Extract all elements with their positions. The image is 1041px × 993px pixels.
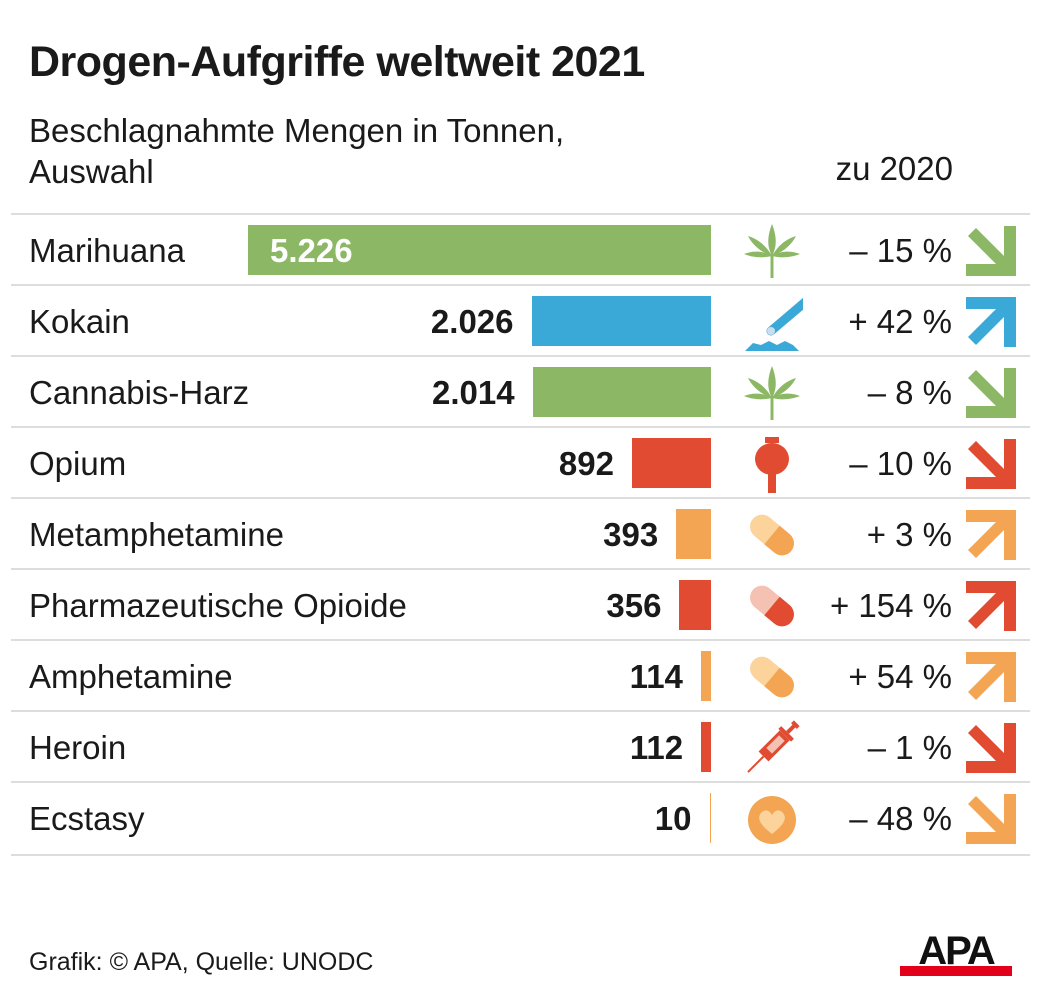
pill-icon xyxy=(750,585,794,627)
arrow-up-icon xyxy=(966,581,1016,631)
category-label: Metamphetamine xyxy=(29,516,284,553)
bar-row: Cannabis-Harz 2.014 – 8 % xyxy=(11,355,1030,428)
value-label: 5.226 xyxy=(270,232,353,269)
value-label: 114 xyxy=(629,658,683,695)
value-label: 2.026 xyxy=(430,303,514,340)
bar xyxy=(701,722,711,772)
change-label: + 3 % xyxy=(866,516,952,553)
bar-row: Marihuana 5.226 – 15 % xyxy=(11,213,1030,286)
bar xyxy=(700,651,711,701)
bar xyxy=(676,509,711,559)
bar xyxy=(532,367,711,417)
bar-row: Heroin 112 – 1 % xyxy=(11,710,1030,783)
cannabis-leaf-icon xyxy=(744,366,800,420)
svg-text:APA: APA xyxy=(918,930,995,973)
change-label: + 154 % xyxy=(829,587,952,624)
arrow-up-icon xyxy=(966,297,1016,347)
value-label: 112 xyxy=(629,729,684,766)
bar xyxy=(709,793,711,843)
category-label: Kokain xyxy=(29,303,130,340)
arrow-down-icon xyxy=(966,368,1016,418)
category-label: Cannabis-Harz xyxy=(29,374,250,411)
poppy-icon xyxy=(755,437,789,493)
change-label: – 8 % xyxy=(867,374,952,411)
bar-row: Kokain 2.026 + 42 % xyxy=(11,284,1030,357)
value-label: 393 xyxy=(603,516,659,553)
source-footer: Grafik: © APA, Quelle: UNODC xyxy=(29,948,374,976)
ecstasy-heart-icon xyxy=(748,796,796,844)
category-label: Heroin xyxy=(29,729,127,766)
value-label: 356 xyxy=(606,587,662,624)
arrow-down-icon xyxy=(966,794,1016,844)
bar-row: Amphetamine 114 + 54 % xyxy=(11,639,1030,712)
change-label: + 54 % xyxy=(848,658,952,695)
category-label: Marihuana xyxy=(29,232,185,269)
chart-subtitle: Beschlagnahmte Mengen in Tonnen, Auswahl xyxy=(29,110,564,192)
value-label: 10 xyxy=(654,800,692,837)
bar xyxy=(248,225,711,275)
bar-row: Ecstasy 10 – 48 % xyxy=(11,781,1030,856)
arrow-down-icon xyxy=(966,723,1016,773)
bar-row: Metamphetamine 393 + 3 % xyxy=(11,497,1030,570)
change-label: – 1 % xyxy=(867,729,952,766)
change-column-header: zu 2020 xyxy=(835,150,953,187)
cocaine-straw-icon xyxy=(745,297,803,351)
bar xyxy=(631,438,711,488)
apa-logo: APA xyxy=(900,930,1012,976)
pill-icon xyxy=(750,656,794,698)
category-label: Amphetamine xyxy=(29,658,233,695)
arrow-down-icon xyxy=(966,226,1016,276)
bar-row: Opium 892 – 10 % xyxy=(11,426,1030,499)
change-label: + 42 % xyxy=(848,303,952,340)
subtitle-line: Beschlagnahmte Mengen in Tonnen, xyxy=(29,112,565,149)
bar xyxy=(531,296,711,346)
syringe-icon xyxy=(747,720,800,773)
value-label: 892 xyxy=(558,445,614,482)
value-label: 2.014 xyxy=(431,374,515,411)
pill-icon xyxy=(750,514,794,556)
arrow-up-icon xyxy=(966,652,1016,702)
category-label: Pharmazeutische Opioide xyxy=(29,587,407,624)
change-label: – 15 % xyxy=(849,232,952,269)
category-label: Ecstasy xyxy=(29,800,145,837)
change-label: – 48 % xyxy=(849,800,952,837)
arrow-down-icon xyxy=(966,439,1016,489)
bar-row: Pharmazeutische Opioide 356 + 154 % xyxy=(11,568,1030,641)
category-label: Opium xyxy=(29,445,127,482)
bar xyxy=(679,580,711,630)
cannabis-leaf-icon xyxy=(744,224,800,278)
arrow-up-icon xyxy=(966,510,1016,560)
change-label: – 10 % xyxy=(849,445,952,482)
subtitle-line: Auswahl xyxy=(29,153,154,190)
chart-title: Drogen-Aufgriffe weltweit 2021 xyxy=(29,38,645,86)
